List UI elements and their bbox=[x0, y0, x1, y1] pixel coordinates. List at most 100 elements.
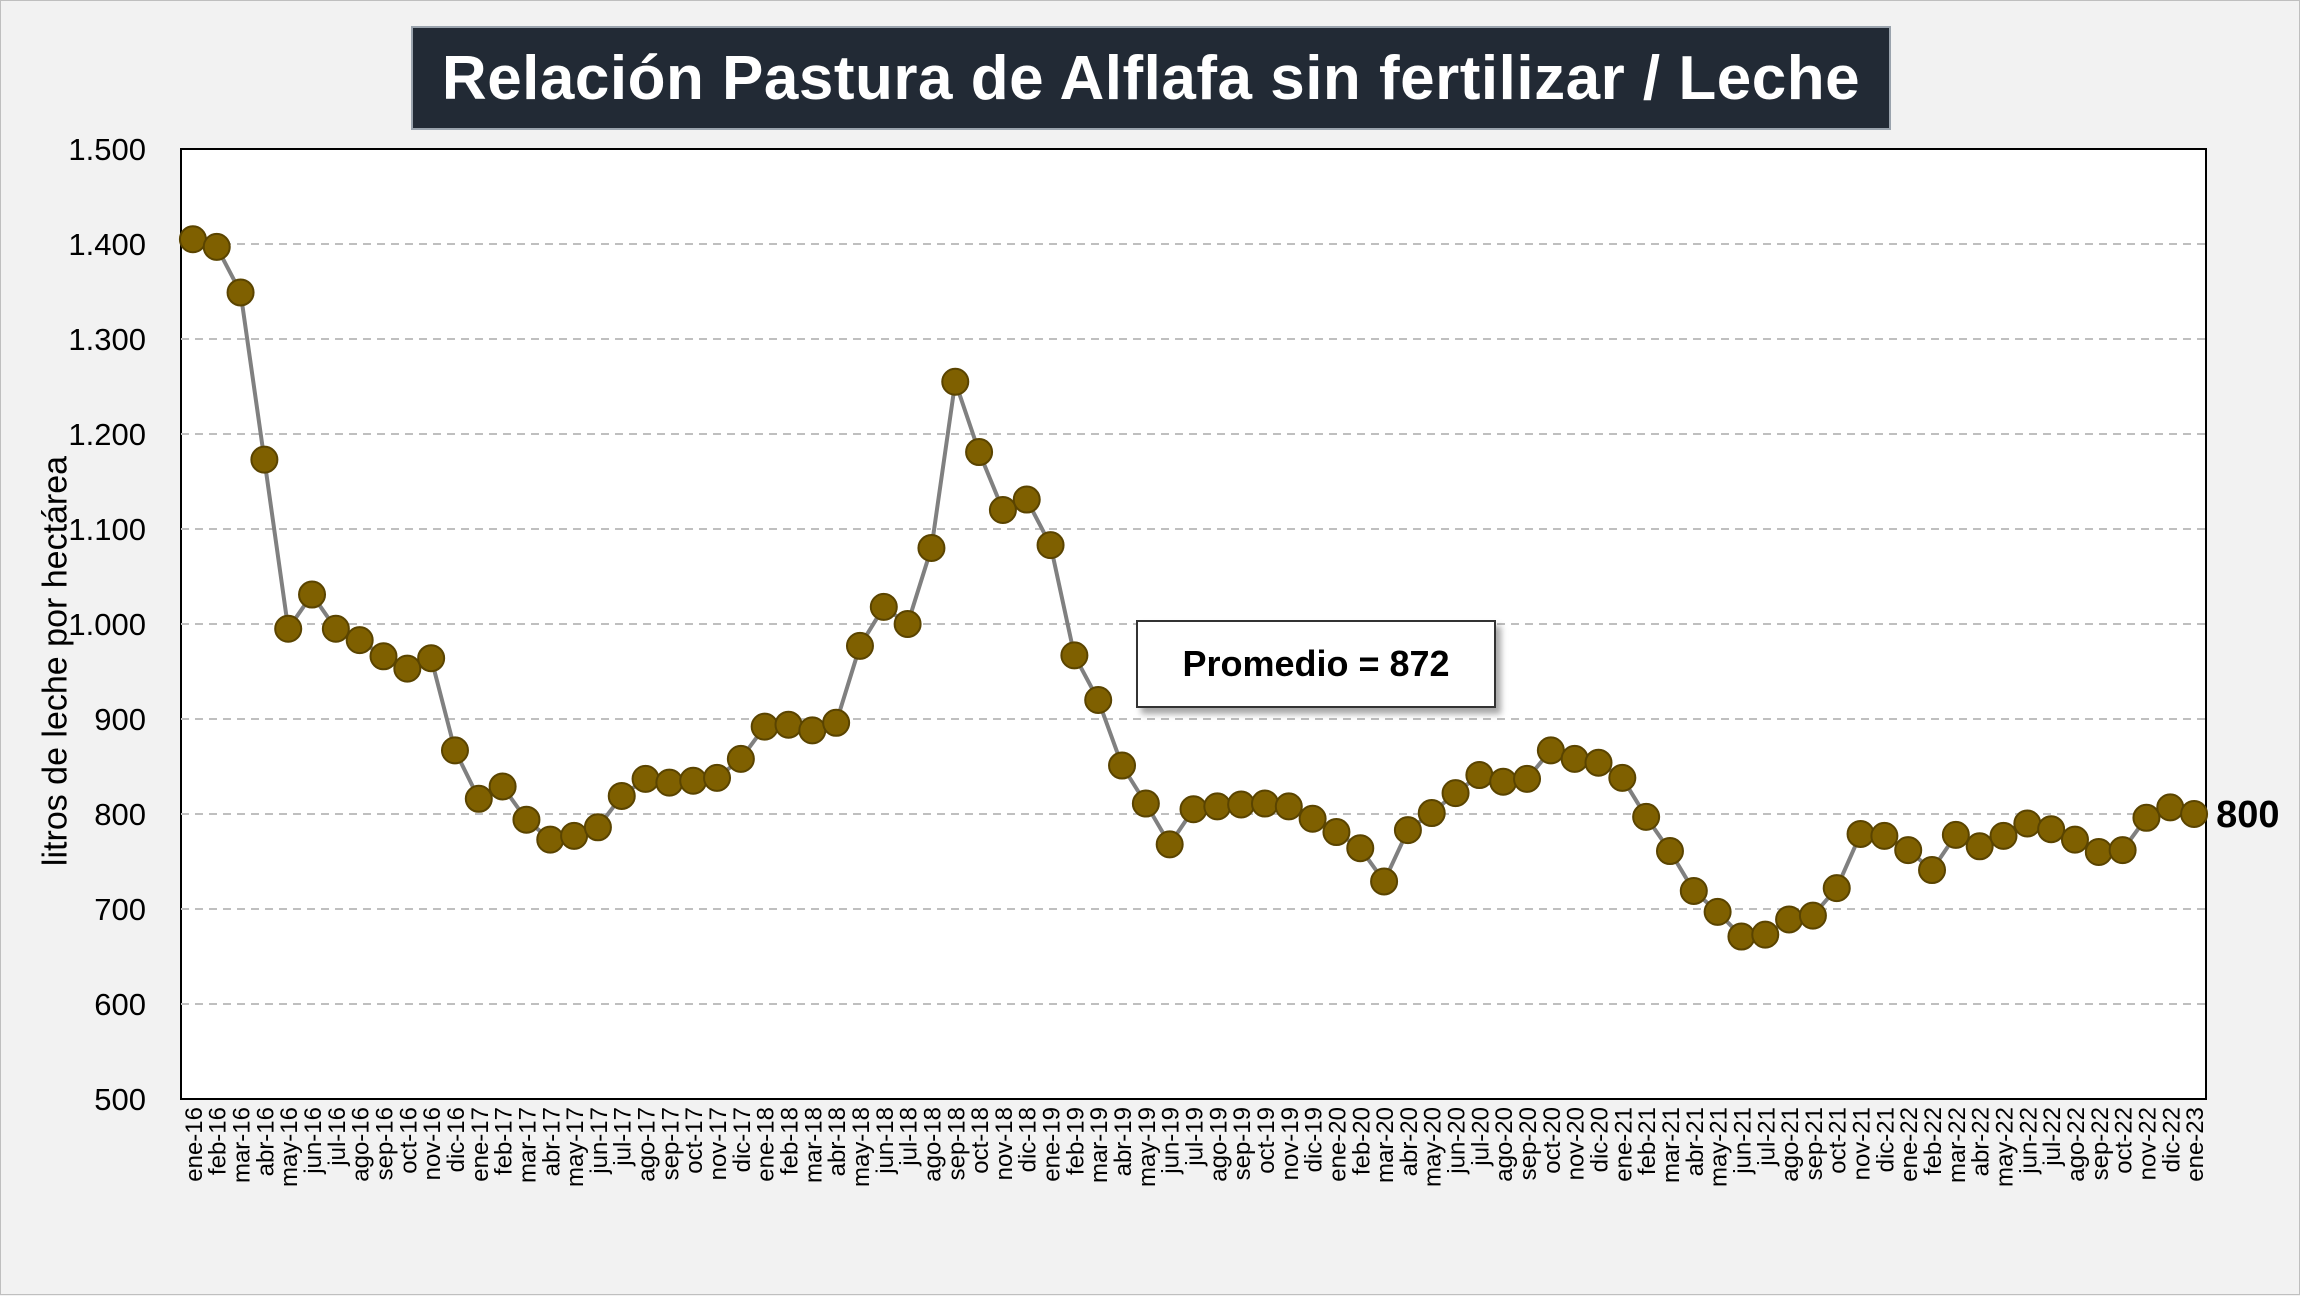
data-point bbox=[917, 534, 946, 562]
y-tick-label: 700 bbox=[94, 892, 146, 927]
x-tick-label: may-18 bbox=[848, 1107, 875, 1187]
data-point bbox=[583, 813, 612, 842]
y-tick-label: 800 bbox=[94, 797, 146, 832]
x-tick-label: sep-22 bbox=[2087, 1107, 2114, 1180]
data-point bbox=[798, 716, 827, 745]
x-tick-label: sep-18 bbox=[943, 1107, 970, 1180]
y-tick-label: 1.500 bbox=[68, 132, 146, 167]
data-point bbox=[2156, 793, 2185, 822]
x-tick-label: ene-19 bbox=[1039, 1107, 1066, 1182]
x-tick-label: may-16 bbox=[276, 1107, 303, 1187]
data-point bbox=[1608, 763, 1637, 792]
data-point bbox=[274, 614, 303, 643]
data-point bbox=[226, 278, 255, 307]
x-tick-label: dic-19 bbox=[1301, 1107, 1328, 1172]
data-point bbox=[1775, 905, 1804, 934]
x-tick-label: sep-20 bbox=[1515, 1107, 1542, 1180]
x-tick-label: abr-20 bbox=[1396, 1107, 1423, 1176]
x-tick-label: jul-20 bbox=[1467, 1107, 1494, 1167]
data-point bbox=[345, 626, 374, 655]
x-tick-label: jul-18 bbox=[896, 1107, 923, 1167]
x-tick-label: ene-17 bbox=[467, 1107, 494, 1182]
data-point bbox=[2132, 803, 2161, 832]
data-point bbox=[1870, 821, 1899, 850]
data-point bbox=[869, 592, 898, 621]
x-tick-label: dic-16 bbox=[443, 1107, 470, 1172]
data-point bbox=[178, 225, 207, 254]
x-tick-label: may-21 bbox=[1706, 1107, 1733, 1187]
data-point bbox=[536, 825, 565, 854]
data-point bbox=[1322, 818, 1351, 847]
y-tick-label: 1.400 bbox=[68, 227, 146, 262]
x-tick-label: nov-20 bbox=[1563, 1107, 1590, 1180]
x-tick-label: jun-19 bbox=[1158, 1107, 1185, 1175]
x-tick-label: oct-18 bbox=[967, 1107, 994, 1174]
data-point bbox=[1179, 795, 1208, 824]
data-point bbox=[1632, 802, 1661, 831]
x-tick-labels: ene-16feb-16mar-16abr-16may-16jun-16jul-… bbox=[181, 1107, 2209, 1187]
data-point bbox=[393, 654, 422, 683]
data-point bbox=[750, 712, 779, 741]
data-point bbox=[298, 580, 327, 609]
x-tick-label: jun-18 bbox=[872, 1107, 899, 1175]
data-point bbox=[703, 763, 732, 792]
x-tick-label: jul-16 bbox=[324, 1107, 351, 1167]
y-tick-label: 500 bbox=[94, 1082, 146, 1117]
data-point bbox=[1274, 792, 1303, 821]
x-tick-label: abr-16 bbox=[252, 1107, 279, 1176]
x-tick-label: ago-16 bbox=[348, 1107, 375, 1182]
data-point bbox=[250, 445, 279, 474]
data-point bbox=[1703, 897, 1732, 926]
data-point bbox=[1536, 736, 1565, 765]
x-tick-label: feb-19 bbox=[1062, 1107, 1089, 1175]
x-tick-label: jul-22 bbox=[2039, 1107, 2066, 1167]
y-tick-label: 1.300 bbox=[68, 322, 146, 357]
data-point bbox=[1584, 748, 1613, 777]
x-tick-label: feb-18 bbox=[777, 1107, 804, 1175]
x-tick-label: feb-20 bbox=[1348, 1107, 1375, 1175]
x-tick-label: nov-19 bbox=[1277, 1107, 1304, 1180]
x-tick-label: dic-18 bbox=[1015, 1107, 1042, 1172]
x-tick-label: dic-20 bbox=[1587, 1107, 1614, 1172]
x-tick-label: dic-21 bbox=[1872, 1107, 1899, 1172]
data-point bbox=[2084, 838, 2113, 866]
y-tick-labels: 500 600 700 800 900 1.000 1.100 1.200 1.300 1.400… bbox=[68, 132, 146, 1117]
data-point bbox=[1084, 686, 1113, 714]
average-annotation-box: Promedio = 872 bbox=[1136, 620, 1496, 708]
x-tick-label: mar-20 bbox=[1372, 1107, 1399, 1183]
data-point bbox=[417, 644, 446, 673]
data-point bbox=[1679, 876, 1708, 905]
data-point bbox=[1036, 531, 1065, 560]
data-point bbox=[1489, 767, 1518, 796]
data-point bbox=[965, 438, 994, 467]
x-tick-label: ene-23 bbox=[2182, 1107, 2209, 1182]
x-tick-label: may-17 bbox=[562, 1107, 589, 1187]
data-point bbox=[321, 614, 350, 643]
x-tick-label: may-19 bbox=[1134, 1107, 1161, 1187]
x-tick-label: jun-21 bbox=[1729, 1107, 1756, 1175]
data-point bbox=[464, 784, 493, 813]
x-tick-label: feb-17 bbox=[491, 1107, 518, 1175]
y-tick-label: 1.100 bbox=[68, 512, 146, 547]
x-tick-label: sep-16 bbox=[372, 1107, 399, 1180]
data-point bbox=[1370, 867, 1399, 896]
grid-lines bbox=[181, 243, 2206, 1005]
y-tick-label: 900 bbox=[94, 702, 146, 737]
x-tick-label: jun-17 bbox=[586, 1107, 613, 1175]
x-tick-label: ene-18 bbox=[753, 1107, 780, 1182]
x-tick-label: jun-16 bbox=[300, 1107, 327, 1175]
x-tick-label: abr-19 bbox=[1110, 1107, 1137, 1176]
data-point bbox=[1941, 820, 1970, 849]
data-point bbox=[1798, 901, 1827, 930]
data-point bbox=[1393, 816, 1422, 845]
data-point bbox=[655, 768, 684, 797]
x-tick-label: oct-16 bbox=[395, 1107, 422, 1174]
data-point bbox=[1441, 779, 1470, 808]
x-tick-label: oct-22 bbox=[2111, 1107, 2138, 1174]
x-tick-label: oct-17 bbox=[681, 1107, 708, 1174]
x-tick-label: jun-20 bbox=[1444, 1107, 1471, 1175]
data-point bbox=[845, 631, 874, 660]
x-tick-label: oct-20 bbox=[1539, 1107, 1566, 1174]
x-tick-label: sep-19 bbox=[1229, 1107, 1256, 1180]
data-point bbox=[2013, 809, 2042, 838]
